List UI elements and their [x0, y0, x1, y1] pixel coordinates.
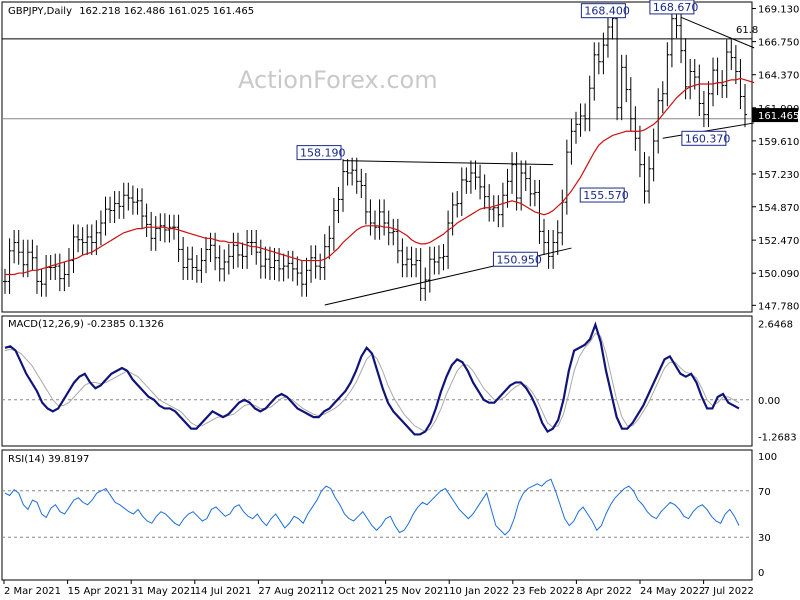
x-tick-label: 14 Jul 2021	[195, 586, 252, 597]
price-y-tick-label: 157.230	[758, 170, 799, 181]
annotation-box	[580, 3, 626, 19]
price-frame	[1, 1, 753, 313]
price-y-tick-label: 166.750	[758, 38, 799, 49]
annotation-box	[681, 130, 727, 146]
rsi-line	[4, 478, 740, 536]
x-tick-label: 24 May 2022	[640, 586, 705, 597]
annotation-label: 168.670	[653, 1, 699, 14]
fib-label: 61.8	[736, 25, 758, 36]
macd-frame	[1, 315, 753, 447]
watermark: ActionForex.com	[238, 66, 438, 94]
x-tick-label: 2 Mar 2021	[4, 586, 61, 597]
macd-line	[4, 321, 740, 436]
price-y-tick-label: 154.870	[758, 203, 799, 214]
annotation-label: 160.370	[685, 132, 731, 145]
last-price-label: 161.465	[758, 111, 799, 122]
annotation-box	[649, 0, 695, 15]
price-y-tick-label: 169.130	[758, 5, 799, 16]
x-tick-label: 7 Jul 2022	[704, 586, 754, 597]
macd-title: MACD(12,26,9) -0.2385 0.1326	[8, 319, 164, 330]
price-y-tick-label: 147.780	[758, 301, 799, 312]
x-tick-label: 27 Aug 2021	[258, 586, 322, 597]
macd-y-tick-label: -1.2683	[758, 432, 797, 443]
trendline	[680, 16, 755, 49]
price-y-tick-label: 164.370	[758, 71, 799, 82]
trendline	[662, 122, 755, 139]
x-tick-label: 10 Jan 2022	[449, 586, 509, 597]
x-tick-label: 15 Apr 2021	[68, 586, 130, 597]
price-pane: 169.130166.750164.370161.990159.610157.2…	[1, 0, 799, 313]
price-title-symbol: GBPJPY,Daily	[8, 6, 72, 17]
macd-pane: 2.6468 0.00 -1.2683	[1, 315, 797, 447]
x-tick-label: 31 May 2021	[131, 586, 196, 597]
x-tick-label: 12 Oct 2021	[322, 586, 384, 597]
rsi-y-tick-label: 0	[758, 568, 764, 579]
macd-y-tick-label: 2.6468	[758, 319, 793, 330]
moving-average-line	[5, 77, 755, 276]
price-ohlc-readout: 162.218 162.486 161.025 161.465	[79, 6, 254, 17]
trendline	[343, 160, 554, 166]
annotation-label: 168.400	[584, 5, 630, 18]
macd-y-tick-label: 0.00	[758, 396, 780, 407]
rsi-frame	[1, 449, 753, 581]
last-price-box	[752, 108, 798, 123]
price-title: GBPJPY,Daily 162.218 162.486 161.025 161…	[8, 6, 254, 17]
annotation-label: 155.570	[583, 189, 629, 202]
x-tick-label: 23 Feb 2022	[513, 586, 575, 597]
price-y-tick-label: 159.610	[758, 137, 799, 148]
rsi-y-tick-label: 70	[758, 487, 771, 498]
rsi-pane: 100 70 30 0	[1, 449, 777, 581]
x-tick-label: 8 Apr 2022	[576, 586, 631, 597]
annotation-box	[579, 187, 625, 203]
price-y-tick-label: 150.090	[758, 269, 799, 280]
annotation-box	[296, 145, 342, 161]
annotation-box	[492, 251, 538, 267]
rsi-y-tick-label: 30	[758, 533, 771, 544]
price-y-tick-label: 152.470	[758, 236, 799, 247]
rsi-y-tick-label: 100	[758, 452, 777, 463]
annotation-label: 158.190	[300, 147, 346, 160]
x-tick-label: 25 Nov 2021	[386, 586, 450, 597]
rsi-title: RSI(14) 39.8197	[8, 454, 89, 465]
annotation-label: 150.950	[496, 253, 542, 266]
